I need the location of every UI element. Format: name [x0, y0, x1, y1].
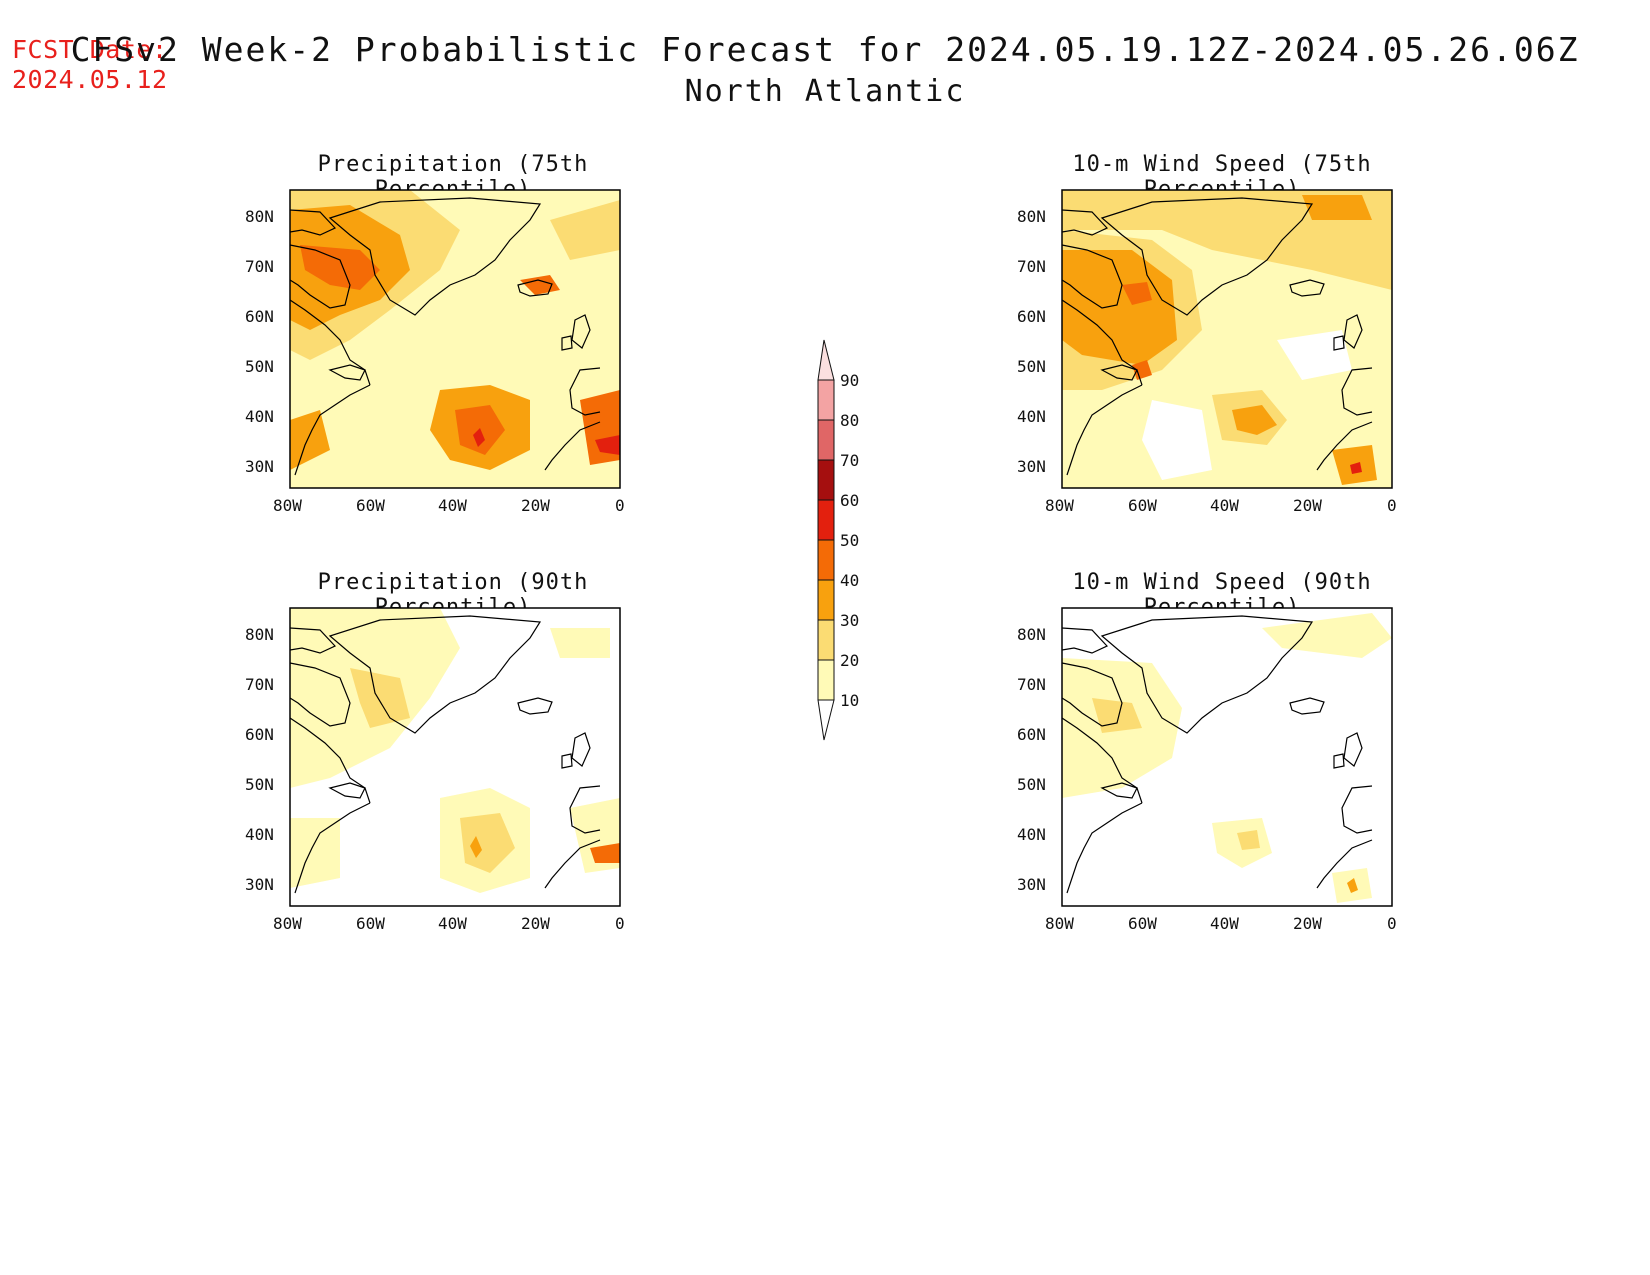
- legend-label-70: 70: [840, 451, 860, 470]
- lon-label: 80W: [1045, 914, 1074, 933]
- lat-label: 40N: [1017, 825, 1046, 844]
- lat-label: 60N: [1017, 725, 1046, 744]
- lon-label: 20W: [521, 914, 550, 933]
- lat-label: 50N: [1017, 357, 1046, 376]
- lon-label: 60W: [356, 914, 385, 933]
- lat-label: 60N: [245, 307, 274, 326]
- lat-label: 50N: [1017, 775, 1046, 794]
- lon-label: 40W: [438, 496, 467, 515]
- legend-label-30: 30: [840, 611, 860, 630]
- lat-label: 40N: [245, 407, 274, 426]
- lat-label: 50N: [245, 357, 274, 376]
- page-title: CFSv2 Week-2 Probabilistic Forecast for …: [70, 30, 1580, 69]
- lon-label: 40W: [438, 914, 467, 933]
- lon-label: 40W: [1210, 914, 1239, 933]
- map-wind-90: [1061, 607, 1393, 907]
- lon-label: 60W: [1128, 914, 1157, 933]
- lon-label: 20W: [1293, 914, 1322, 933]
- legend-label-50: 50: [840, 531, 860, 550]
- legend-label-80: 80: [840, 411, 860, 430]
- legend-label-60: 60: [840, 491, 860, 510]
- page-subtitle: North Atlantic: [684, 74, 966, 109]
- forecast-date-label: FCST Date:: [12, 35, 168, 64]
- lon-label: 80W: [273, 496, 302, 515]
- lat-label: 60N: [245, 725, 274, 744]
- lon-label: 0: [1387, 496, 1397, 515]
- lat-label: 80N: [1017, 207, 1046, 226]
- map-precip-90: [289, 607, 621, 907]
- lon-label: 0: [1387, 914, 1397, 933]
- lat-label: 80N: [245, 625, 274, 644]
- colorbar: [817, 339, 835, 741]
- legend-label-20: 20: [840, 651, 860, 670]
- lat-label: 50N: [245, 775, 274, 794]
- lon-label: 0: [615, 914, 625, 933]
- legend-label-90: 90: [840, 371, 860, 390]
- lat-label: 60N: [1017, 307, 1046, 326]
- lon-label: 60W: [356, 496, 385, 515]
- lat-label: 40N: [245, 825, 274, 844]
- lat-label: 70N: [245, 257, 274, 276]
- lat-label: 70N: [245, 675, 274, 694]
- lat-label: 80N: [245, 207, 274, 226]
- legend-label-10: 10: [840, 691, 860, 710]
- map-precip-75: [289, 189, 621, 489]
- lat-label: 30N: [245, 457, 274, 476]
- lon-label: 20W: [521, 496, 550, 515]
- lon-label: 20W: [1293, 496, 1322, 515]
- lat-label: 70N: [1017, 257, 1046, 276]
- lat-label: 70N: [1017, 675, 1046, 694]
- lon-label: 80W: [273, 914, 302, 933]
- forecast-date-value: 2024.05.12: [12, 65, 168, 94]
- lat-label: 30N: [1017, 875, 1046, 894]
- lon-label: 60W: [1128, 496, 1157, 515]
- lat-label: 80N: [1017, 625, 1046, 644]
- map-wind-75: [1061, 189, 1393, 489]
- lon-label: 40W: [1210, 496, 1239, 515]
- lon-label: 80W: [1045, 496, 1074, 515]
- lat-label: 30N: [1017, 457, 1046, 476]
- legend-label-40: 40: [840, 571, 860, 590]
- lat-label: 30N: [245, 875, 274, 894]
- lat-label: 40N: [1017, 407, 1046, 426]
- lon-label: 0: [615, 496, 625, 515]
